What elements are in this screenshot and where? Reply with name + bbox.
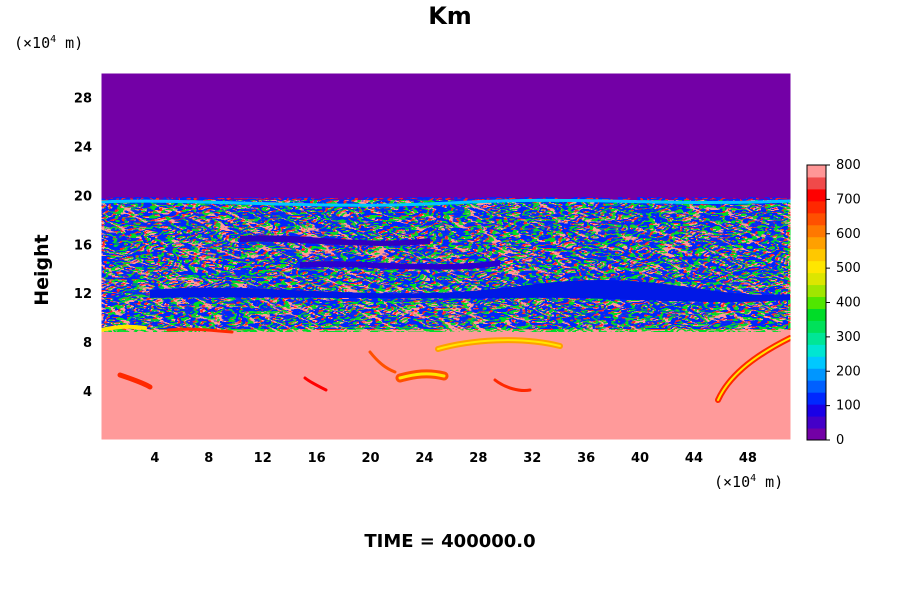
x-tick-label: 32 — [523, 451, 541, 466]
colorbar-swatch — [807, 188, 826, 202]
colorbar-tick-label: 700 — [836, 192, 861, 207]
colorbar-tick-label: 100 — [836, 399, 861, 414]
y-axis-unit: (×104 m) — [14, 34, 84, 52]
y-tick-label: 16 — [74, 238, 92, 253]
lower-features — [101, 324, 791, 403]
y-tick-label: 20 — [74, 189, 92, 204]
x-tick-label: 16 — [308, 451, 326, 466]
colorbar-swatch — [807, 176, 826, 190]
time-label: TIME = 400000.0 — [364, 531, 536, 552]
colorbar-swatch — [807, 224, 826, 238]
colorbar-swatch — [807, 368, 826, 381]
x-tick-label: 4 — [150, 451, 159, 466]
x-tick-label: 40 — [631, 451, 649, 466]
colorbar-tick-label: 500 — [836, 261, 861, 276]
x-axis-ticks: 4 8 12 16 20 24 28 32 36 40 44 48 — [150, 451, 757, 466]
colorbar-tick-label: 200 — [836, 364, 861, 379]
colorbar-swatch — [807, 404, 826, 417]
colorbar-swatch — [807, 320, 826, 333]
colorbar-swatch — [807, 260, 826, 274]
colorbar-tick-label: 300 — [836, 330, 861, 345]
y-tick-label: 24 — [74, 140, 92, 155]
chart-title: Km — [428, 2, 472, 30]
x-tick-label: 24 — [415, 451, 433, 466]
colorbar-tick-label: 800 — [836, 158, 861, 173]
x-axis-unit: (×104 m) — [714, 473, 784, 491]
y-tick-label: 28 — [74, 91, 92, 106]
colorbar-swatch — [807, 248, 826, 262]
y-tick-label: 12 — [74, 287, 92, 302]
y-axis-ticks: 4 8 12 16 20 24 28 — [74, 91, 92, 400]
x-tick-label: 36 — [577, 451, 595, 466]
colorbar-swatch — [807, 380, 826, 393]
colorbar-tick-label: 400 — [836, 296, 861, 311]
colorbar-swatch — [807, 356, 826, 369]
colorbar-swatch — [807, 284, 826, 298]
colorbar-swatch — [807, 332, 826, 345]
colorbar-swatch — [807, 212, 826, 226]
x-tick-label: 48 — [739, 451, 757, 466]
colorbar-swatch — [807, 236, 826, 250]
plot-area — [101, 73, 791, 440]
colorbar-swatch — [807, 165, 826, 178]
colorbar-swatch — [807, 428, 826, 441]
colorbar-swatch — [807, 416, 826, 429]
x-tick-label: 20 — [361, 451, 379, 466]
x-tick-label: 44 — [685, 451, 703, 466]
y-tick-label: 4 — [83, 385, 92, 400]
turbulent-layer — [101, 197, 791, 332]
colorbar-swatch — [807, 200, 826, 214]
colorbar: 0 100 200 300 400 500 600 700 800 — [806, 158, 861, 448]
x-tick-label: 12 — [254, 451, 272, 466]
colorbar-swatch — [807, 308, 826, 321]
colorbar-tick-label: 600 — [836, 227, 861, 242]
colorbar-swatch — [807, 392, 826, 405]
colorbar-tick-label: 0 — [836, 433, 844, 448]
colorbar-swatch — [807, 296, 826, 309]
upper-layer — [101, 73, 791, 201]
colorbar-swatch — [807, 344, 826, 357]
x-tick-label: 28 — [469, 451, 487, 466]
colorbar-swatch — [807, 272, 826, 286]
x-tick-label: 8 — [204, 451, 213, 466]
y-tick-label: 8 — [83, 336, 92, 351]
